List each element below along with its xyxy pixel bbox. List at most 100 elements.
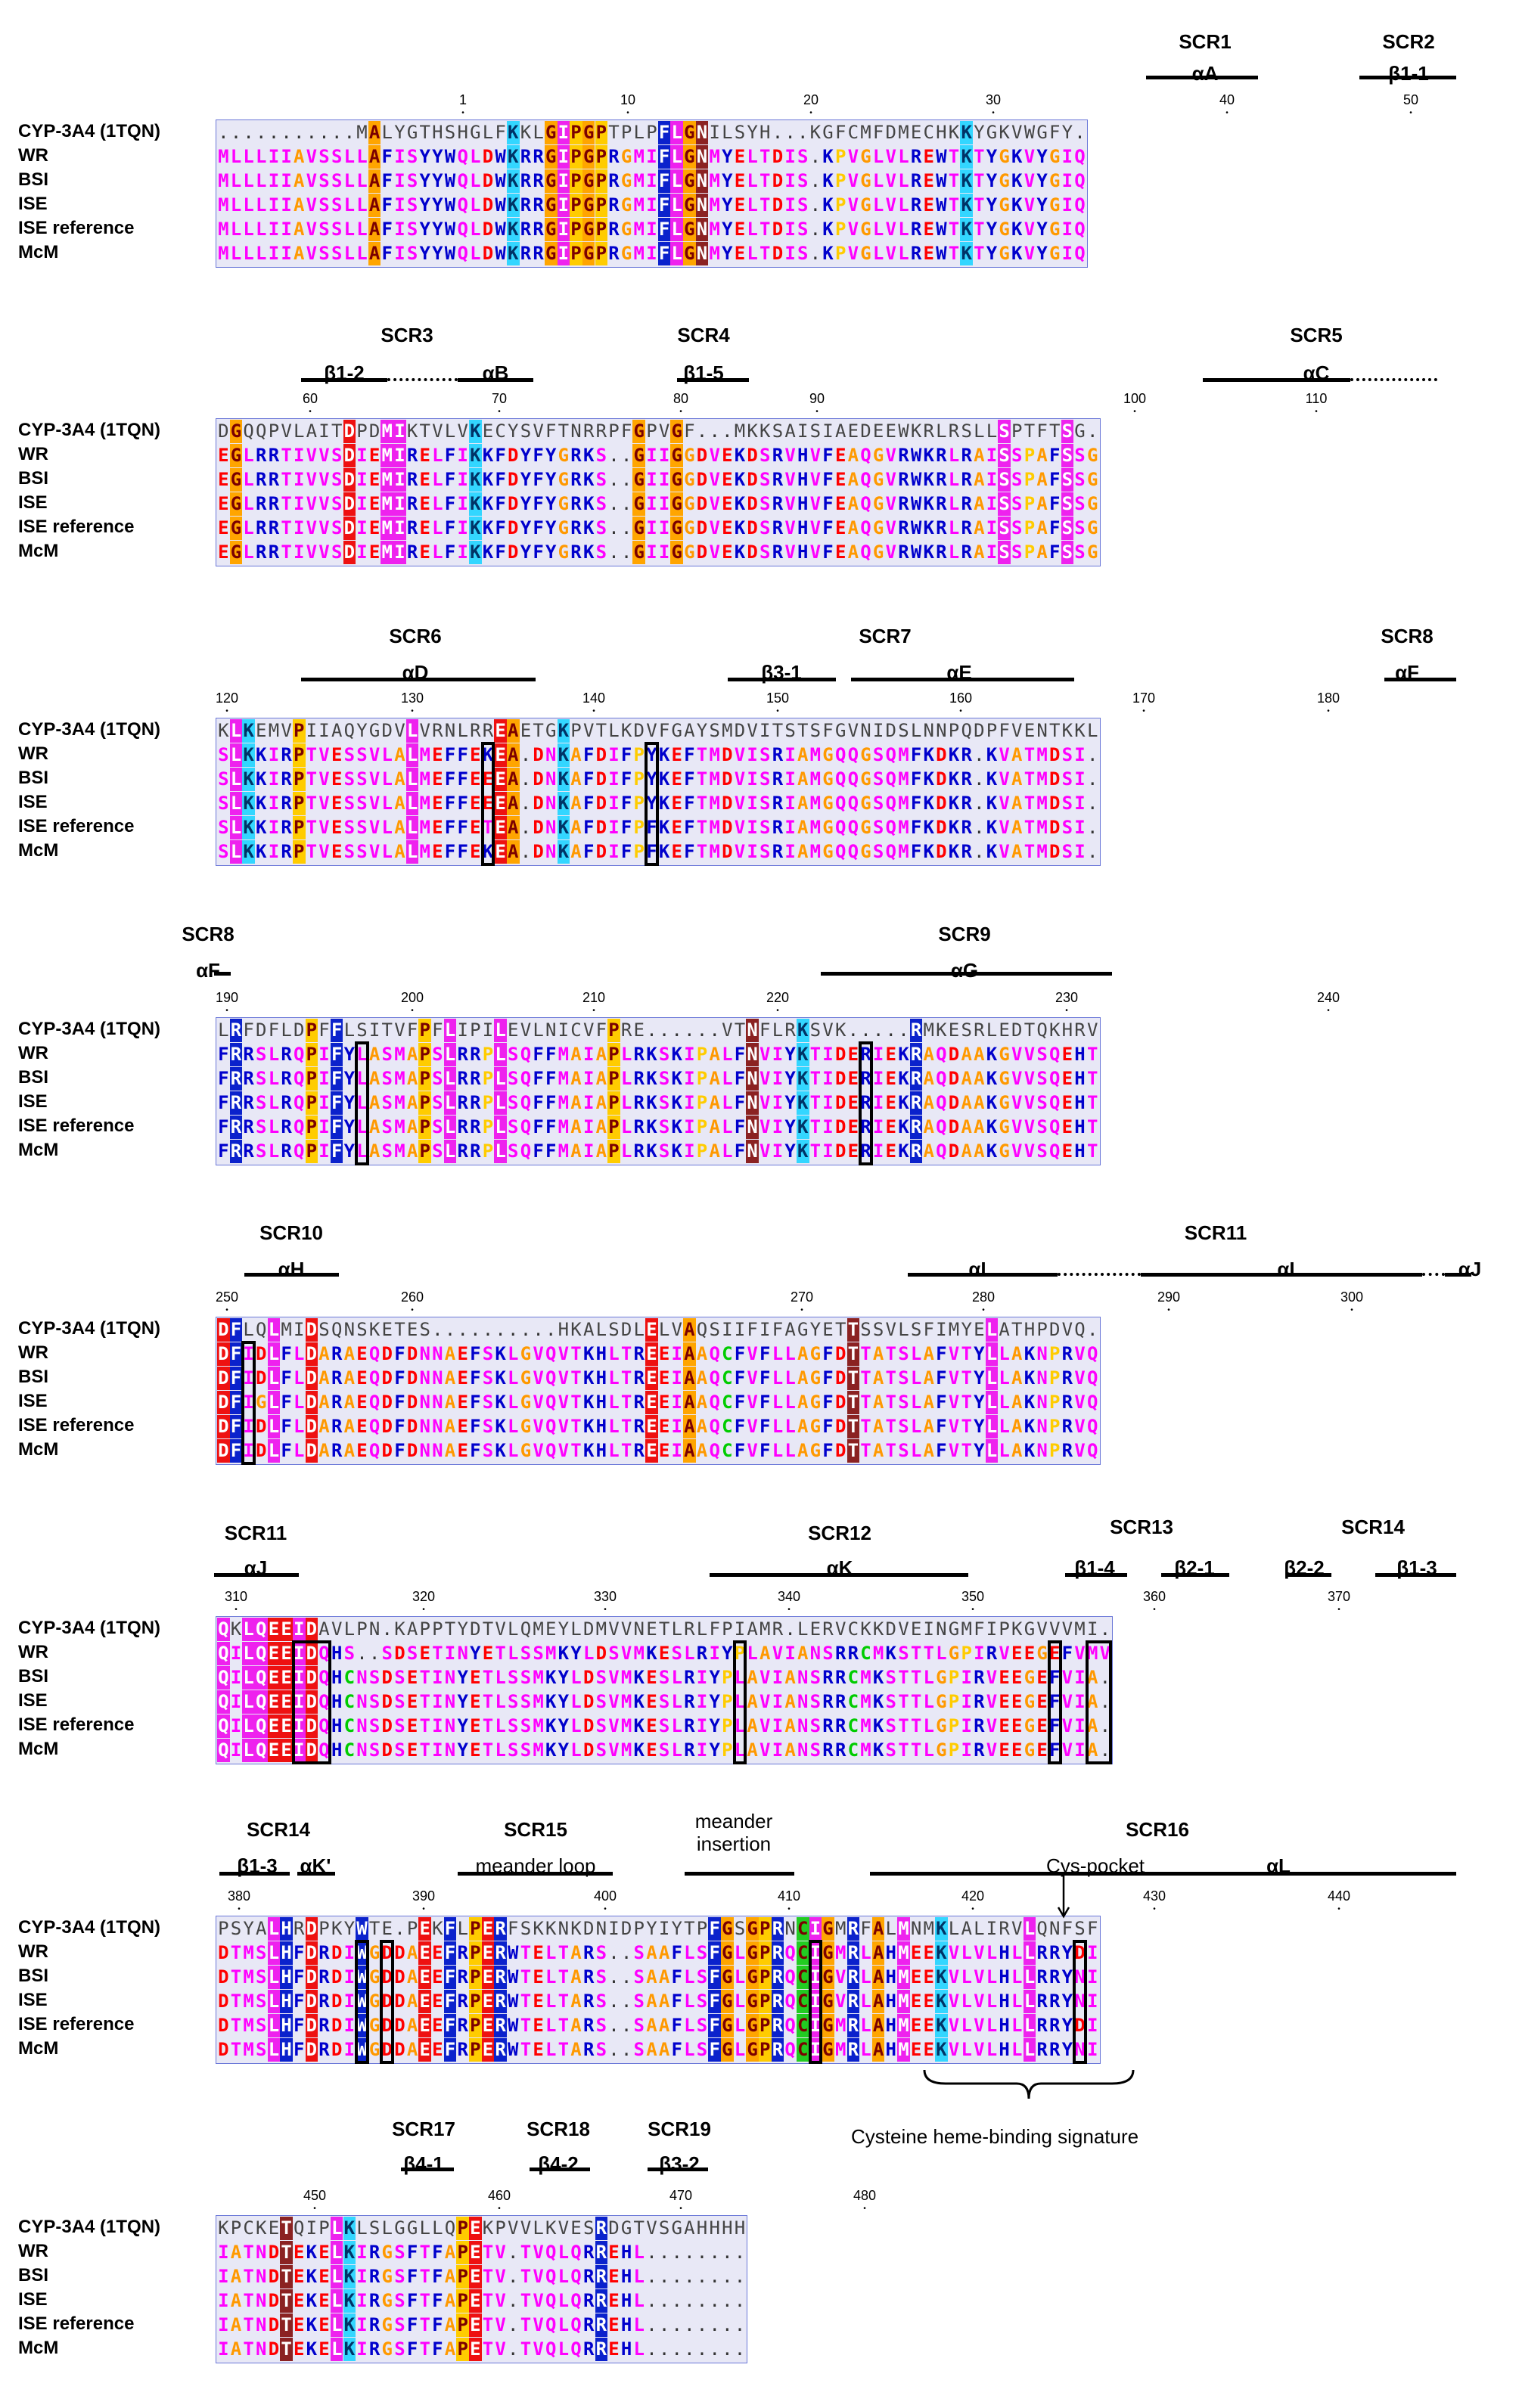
residue-cell: D: [343, 517, 356, 540]
residue-cell: S: [1061, 420, 1074, 443]
residue-cell: F: [910, 768, 923, 791]
row-label: CYP-3A4 (1TQN): [18, 1917, 160, 1938]
residue-cell: L: [620, 1140, 633, 1163]
residue-cell: A: [393, 816, 406, 839]
row-label: McM: [18, 242, 58, 263]
residue-cell: F: [406, 1019, 419, 1042]
residue-cell: E: [1061, 1043, 1074, 1066]
residue-cell: D: [532, 816, 545, 839]
residue-cell: Y: [456, 1666, 469, 1690]
residue-cell: A: [318, 1618, 331, 1641]
residue-cell: A: [1036, 444, 1048, 467]
residue-cell: L: [595, 1318, 608, 1342]
residue-cell: R: [582, 1990, 595, 2013]
residue-cell: M: [897, 768, 910, 791]
residue-cell: R: [255, 468, 268, 492]
residue-cell: A: [506, 743, 520, 767]
residue-cell: S: [897, 719, 910, 743]
residue-cell: R: [1048, 1941, 1061, 1965]
row-label: ISE reference: [18, 517, 134, 538]
residue-cell: F: [545, 1091, 558, 1115]
residue-cell: Q: [545, 1367, 558, 1390]
residue-cell: F: [406, 2265, 419, 2289]
residue-cell: Y: [558, 1739, 570, 1762]
residue-cell: .: [1099, 1666, 1112, 1690]
residue-cell: E: [910, 2014, 923, 2037]
residue-cell: E: [431, 768, 444, 791]
residue-cell: G: [632, 541, 646, 564]
residue-cell: P: [595, 121, 608, 144]
residue-cell: S: [393, 1739, 406, 1762]
residue-cell: G: [872, 444, 885, 467]
residue-cell: A: [847, 541, 860, 564]
residue-cell: L: [558, 2338, 570, 2361]
residue-cell: L: [494, 1019, 507, 1042]
residue-cell: Q: [696, 1318, 709, 1342]
residue-cell: F: [444, 444, 457, 467]
residue-cell: K: [922, 792, 935, 815]
residue-cell: F: [229, 1367, 243, 1390]
residue-cell: T: [620, 1342, 633, 1366]
residue-cell: I: [670, 1342, 683, 1366]
residue-cell: D: [305, 1318, 318, 1342]
residue-cell: F: [734, 1067, 747, 1091]
residue-cell: Q: [520, 1140, 533, 1163]
residue-cell: I: [607, 743, 620, 767]
residue-cell: C: [847, 1690, 860, 1714]
residue-cell: L: [998, 1415, 1011, 1438]
residue-cell: D: [217, 1439, 230, 1463]
residue-cell: G: [1024, 1714, 1036, 1738]
residue-cell: S: [381, 1642, 393, 1665]
residue-cell: L: [910, 1367, 923, 1390]
secondary-structure-label: β1-1: [1388, 62, 1428, 85]
structure-bar: [244, 1273, 339, 1277]
residue-cell: P: [721, 1739, 734, 1762]
residue-cell: .: [670, 2313, 683, 2337]
secondary-structure-label: αJ: [1458, 1258, 1481, 1281]
residue-cell: E: [834, 517, 847, 540]
residue-cell: Q: [570, 2241, 582, 2264]
residue-cell: V: [746, 1367, 759, 1390]
residue-cell: G: [859, 145, 872, 169]
residue-cell: Q: [456, 218, 469, 241]
residue-cell: R: [607, 242, 620, 265]
residue-cell: L: [910, 1342, 923, 1366]
residue-cell: F: [1048, 121, 1061, 144]
residue-cell: I: [658, 468, 671, 492]
residue-cell: S: [759, 517, 772, 540]
residue-cell: E: [318, 2265, 331, 2289]
residue-cell: F: [330, 1091, 343, 1115]
residue-cell: L: [558, 2289, 570, 2313]
residue-cell: D: [381, 1342, 393, 1366]
residue-cell: R: [771, 1966, 784, 1989]
residue-cell: I: [431, 1690, 444, 1714]
residue-cell: I: [645, 169, 658, 193]
residue-cell: L: [1011, 2014, 1024, 2037]
residue-cell: P: [595, 218, 608, 241]
residue-cell: T: [431, 1642, 444, 1665]
residue-cell: I: [293, 492, 306, 516]
residue-cell: S: [356, 792, 368, 815]
residue-cell: E: [520, 719, 533, 743]
residue-cell: P: [431, 1618, 444, 1641]
residue-cell: M: [897, 840, 910, 864]
residue-cell: K: [872, 1690, 885, 1714]
residue-cell: S: [482, 1367, 495, 1390]
residue-cell: F: [708, 1966, 721, 1989]
residue-cell: I: [872, 1116, 885, 1139]
position-tick: 110: [1306, 391, 1328, 407]
residue-cell: K: [520, 121, 533, 144]
residue-cell: F: [998, 719, 1011, 743]
residue-cell: Q: [318, 1714, 331, 1738]
residue-cell: Q: [784, 1990, 797, 2013]
residue-cell: S: [431, 1091, 444, 1115]
residue-cell: R: [834, 1642, 847, 1665]
residue-cell: E: [670, 792, 683, 815]
residue-cell: T: [960, 1415, 973, 1438]
residue-cell: A: [1086, 1714, 1099, 1738]
residue-cell: G: [368, 1990, 381, 2013]
residue-cell: I: [268, 840, 281, 864]
residue-cell: R: [280, 768, 293, 791]
residue-cell: L: [230, 218, 243, 241]
residue-cell: N: [545, 768, 558, 791]
